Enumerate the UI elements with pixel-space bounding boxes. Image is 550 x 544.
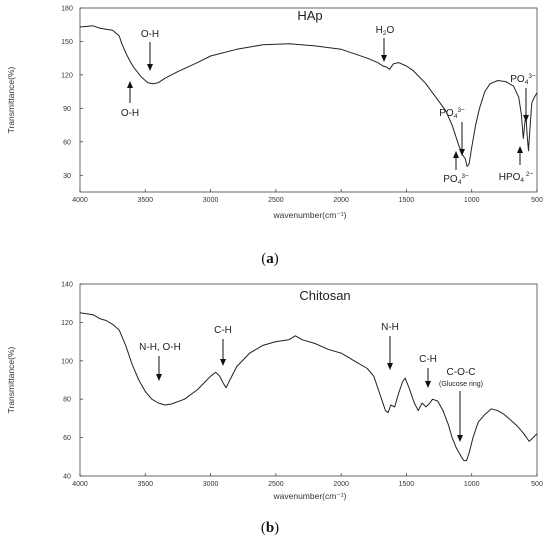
x-tick-label: 2500 bbox=[268, 481, 284, 488]
y-tick-label: 90 bbox=[63, 106, 71, 113]
annotation-label-po4: PO43− bbox=[439, 107, 465, 120]
y-tick-label: 150 bbox=[61, 39, 73, 46]
y-tick-label: 100 bbox=[61, 358, 73, 365]
x-tick-label: 4000 bbox=[72, 481, 88, 488]
spectrum-line-chitosan bbox=[79, 312, 538, 462]
annotation-oh-upper: O-H bbox=[141, 29, 159, 71]
x-tick-label: 500 bbox=[531, 197, 543, 204]
x-tick-label: 2000 bbox=[333, 197, 349, 204]
annotation-nh-oh: N-H, O-H bbox=[139, 342, 181, 381]
y-tick-label: 40 bbox=[63, 474, 71, 481]
x-tick-label: 4000 bbox=[72, 197, 88, 204]
x-tick-label: 1000 bbox=[464, 481, 480, 488]
annotation-label: C-O-C bbox=[447, 367, 476, 378]
annotation-label: C-H bbox=[419, 354, 437, 365]
plot-frame-hap bbox=[79, 7, 538, 193]
spectrum-line-hap bbox=[79, 25, 538, 167]
x-tick-label: 1000 bbox=[464, 197, 480, 204]
x-tick-label: 2000 bbox=[333, 481, 349, 488]
annotation-label-h2o: H2O bbox=[376, 25, 395, 37]
x-tick-label: 3500 bbox=[137, 481, 153, 488]
x-tick-label: 3000 bbox=[203, 481, 219, 488]
y-tick-label: 120 bbox=[61, 72, 73, 79]
y-tick-label: 80 bbox=[63, 397, 71, 404]
annotation-label-po4: PO43− bbox=[443, 173, 469, 186]
annotation-po4-lower: PO43− bbox=[443, 151, 469, 186]
chart-title-chitosan: Chitosan bbox=[299, 288, 350, 303]
x-tick-label: 1500 bbox=[399, 481, 415, 488]
annotation-label: N-H, O-H bbox=[139, 342, 181, 353]
panel-hap: HAp Transmittance(%) wavenumber(cm⁻¹) 40… bbox=[6, 6, 543, 221]
y-axis-label-hap: Transmittance(%) bbox=[6, 66, 16, 133]
ticks-chitosan: 4000 3500 3000 2500 2000 1500 1000 500 40 60 80 100… bbox=[61, 282, 543, 489]
y-tick-label: 60 bbox=[63, 139, 71, 146]
x-axis-label-chitosan: wavenumber(cm⁻¹) bbox=[273, 491, 347, 501]
x-tick-label: 3500 bbox=[137, 197, 153, 204]
chart-title-hap: HAp bbox=[297, 8, 322, 23]
annotation-po4-right: PO43− bbox=[510, 73, 536, 122]
y-tick-label: 140 bbox=[61, 282, 73, 289]
annotation-label: O-H bbox=[141, 29, 159, 40]
annotation-label-po4: PO43− bbox=[510, 73, 536, 86]
x-axis-label-hap: wavenumber(cm⁻¹) bbox=[273, 210, 347, 220]
y-tick-label: 30 bbox=[63, 173, 71, 180]
x-tick-label: 1500 bbox=[399, 197, 415, 204]
annotation-label: C-H bbox=[214, 325, 232, 336]
panel-chitosan: Chitosan Transmittance(%) wavenumber(cm⁻… bbox=[6, 282, 543, 502]
plot-frame-chitosan bbox=[79, 283, 538, 477]
annotation-nh: N-H bbox=[381, 322, 399, 370]
caption-b: (b) bbox=[261, 520, 279, 536]
annotation-h2o: H2O bbox=[376, 25, 395, 62]
annotation-label-hpo4: HPO4 2− bbox=[499, 171, 534, 184]
annotation-po4-upper: PO43− bbox=[439, 107, 465, 156]
annotation-coc: C-O-C (Glucose ring) bbox=[439, 367, 483, 442]
x-tick-label: 500 bbox=[531, 481, 543, 488]
caption-a: (a) bbox=[261, 251, 279, 267]
x-tick-label: 2500 bbox=[268, 197, 284, 204]
x-tick-label: 3000 bbox=[203, 197, 219, 204]
annotation-oh-lower: O-H bbox=[121, 81, 139, 119]
y-tick-label: 60 bbox=[63, 435, 71, 442]
y-axis-label-chitosan: Transmittance(%) bbox=[6, 346, 16, 413]
annotation-hpo4: HPO4 2− bbox=[499, 146, 534, 184]
annotation-ch-2: C-H bbox=[419, 354, 437, 388]
annotation-ch-1: C-H bbox=[214, 325, 232, 366]
y-tick-label: 180 bbox=[61, 6, 73, 13]
ticks-hap: 4000 3500 3000 2500 2000 1500 1000 500 30 60 90 120… bbox=[61, 6, 543, 205]
annotation-label: O-H bbox=[121, 108, 139, 119]
y-tick-label: 120 bbox=[61, 320, 73, 327]
annotation-label: N-H bbox=[381, 322, 399, 333]
annotation-sublabel: (Glucose ring) bbox=[439, 381, 483, 388]
